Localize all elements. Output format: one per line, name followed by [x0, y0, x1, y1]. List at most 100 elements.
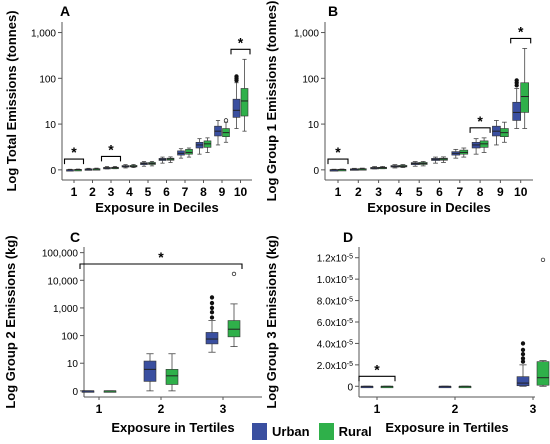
- y-tick-label: 4.0x10-5: [317, 339, 353, 351]
- outlier-urban: [514, 78, 519, 83]
- panel-letter: B: [328, 3, 338, 19]
- x-tick-label: 5: [416, 185, 423, 199]
- panel-c: C 0 10 100 1,000 10,000 100,000 1 2 3 Exposure in …: [3, 229, 262, 435]
- y-tick-label: 10,000: [47, 276, 78, 287]
- y-tick-label: 100,000: [42, 249, 79, 260]
- outlier-urban: [520, 341, 526, 346]
- box-rural: [227, 320, 241, 338]
- y-axis-label: Log Group 2 Emissions (kg): [3, 235, 18, 408]
- y-tick-label: 0: [50, 166, 56, 177]
- x-tick-label: 10: [234, 185, 248, 199]
- significance-star: *: [71, 144, 77, 160]
- outlier-urban: [209, 300, 215, 306]
- box-urban: [512, 101, 522, 121]
- x-tick-label: 5: [145, 185, 152, 199]
- x-tick-label: 1: [335, 185, 342, 199]
- panel-letter: A: [60, 3, 70, 19]
- outlier-rural: [223, 118, 229, 123]
- x-tick-label: 4: [126, 185, 133, 199]
- x-tick-label: 1: [96, 402, 103, 416]
- y-tick-label: 0: [347, 382, 353, 393]
- x-tick-label: 3: [375, 185, 382, 199]
- outlier-urban: [209, 315, 215, 320]
- y-tick-label: 8.0x10-5: [317, 296, 353, 308]
- outlier-urban: [209, 295, 215, 300]
- x-tick-label: 7: [182, 185, 189, 199]
- x-tick-label: 6: [436, 185, 443, 199]
- box-rural: [185, 149, 193, 155]
- x-tick-label: 10: [514, 185, 528, 199]
- outlier-urban: [234, 74, 239, 79]
- x-axis-label: Exposure in Tertiles: [385, 420, 508, 435]
- y-tick-label: 100: [302, 74, 319, 85]
- x-tick-label: 2: [89, 185, 96, 199]
- x-tick-label: 2: [452, 402, 459, 416]
- x-tick-label: 1: [71, 185, 78, 199]
- outlier-urban: [520, 347, 526, 353]
- y-tick-label: 1,000: [294, 29, 319, 40]
- box-urban: [232, 98, 241, 118]
- x-tick-label: 9: [497, 185, 504, 199]
- x-tick-label: 4: [396, 185, 403, 199]
- x-tick-label: 7: [456, 185, 463, 199]
- legend-swatch-urban: [252, 422, 267, 440]
- outlier-urban: [520, 356, 526, 361]
- panel-letter: C: [70, 229, 80, 245]
- panel-d: D 0 2.0x10-5 4.0x10-5 6.0x10-5 8.0x10-5 1.0x10…: [264, 229, 550, 435]
- x-tick-label: 9: [219, 185, 226, 199]
- y-tick-label: 1.2x10-5: [317, 253, 353, 265]
- box-urban: [516, 376, 530, 387]
- significance-star: *: [518, 23, 524, 39]
- y-tick-label: 1,000: [53, 304, 78, 315]
- x-axis-label: Exposure in Deciles: [367, 200, 491, 215]
- y-tick-label: 100: [39, 74, 56, 85]
- y-tick-label: 0: [72, 387, 78, 398]
- y-axis-label: Log Total Emissions (tonnes): [4, 10, 19, 191]
- y-tick-label: 100: [61, 332, 78, 343]
- x-tick-label: 6: [163, 185, 170, 199]
- outlier-rural: [231, 271, 237, 277]
- x-tick-label: 8: [200, 185, 207, 199]
- significance-bracket: [358, 375, 396, 382]
- box-rural: [520, 82, 530, 113]
- y-axis-label: Log Group 1 Emissions (tonnes): [264, 1, 279, 202]
- box-rural: [240, 88, 249, 117]
- significance-star: *: [335, 144, 341, 160]
- outlier-urban: [209, 305, 215, 311]
- x-tick-label: 3: [220, 402, 227, 416]
- panel-letter: D: [343, 229, 353, 245]
- y-tick-label: 10: [308, 120, 320, 131]
- significance-star: *: [477, 113, 483, 129]
- significance-bracket: [510, 37, 532, 44]
- x-tick-label: 2: [355, 185, 362, 199]
- y-tick-label: 10: [67, 359, 79, 370]
- y-tick-label: 2.0x10-5: [317, 360, 353, 372]
- legend-label-rural: Rural: [338, 423, 372, 439]
- x-tick-label: 1: [374, 402, 381, 416]
- x-axis-label: Exposure in Deciles: [95, 200, 219, 215]
- panel-b: B 0 10 100 1,000 1 2 3 4 5 6 7 8 9 10 Exposure in Decil…: [264, 1, 533, 215]
- significance-star: *: [158, 249, 164, 265]
- panel-a: A 0 10 100 1,000 1 2 3 4 5 6 7 8 9 10 Exposure in Decil…: [4, 3, 252, 215]
- significance-star: *: [108, 141, 114, 157]
- legend-label-urban: Urban: [272, 423, 310, 439]
- x-tick-label: 8: [477, 185, 484, 199]
- significance-bracket: [230, 48, 251, 55]
- outlier-rural: [540, 257, 546, 263]
- box-urban: [143, 360, 157, 382]
- x-tick-label: 2: [158, 402, 165, 416]
- x-axis-label: Exposure in Tertiles: [111, 420, 234, 435]
- significance-bracket: [63, 158, 85, 165]
- y-tick-label: 6.0x10-5: [317, 318, 353, 330]
- y-tick-label: 1,000: [31, 29, 56, 40]
- outlier-urban: [209, 310, 215, 315]
- box-rural: [536, 361, 550, 386]
- y-tick-label: 10: [45, 120, 57, 131]
- x-tick-label: 3: [530, 402, 537, 416]
- y-tick-label: 0: [313, 166, 319, 177]
- box-urban: [205, 332, 219, 345]
- y-tick-label: 1.0x10-5: [317, 275, 353, 287]
- significance-bracket: [100, 155, 122, 162]
- box-rural: [165, 369, 179, 385]
